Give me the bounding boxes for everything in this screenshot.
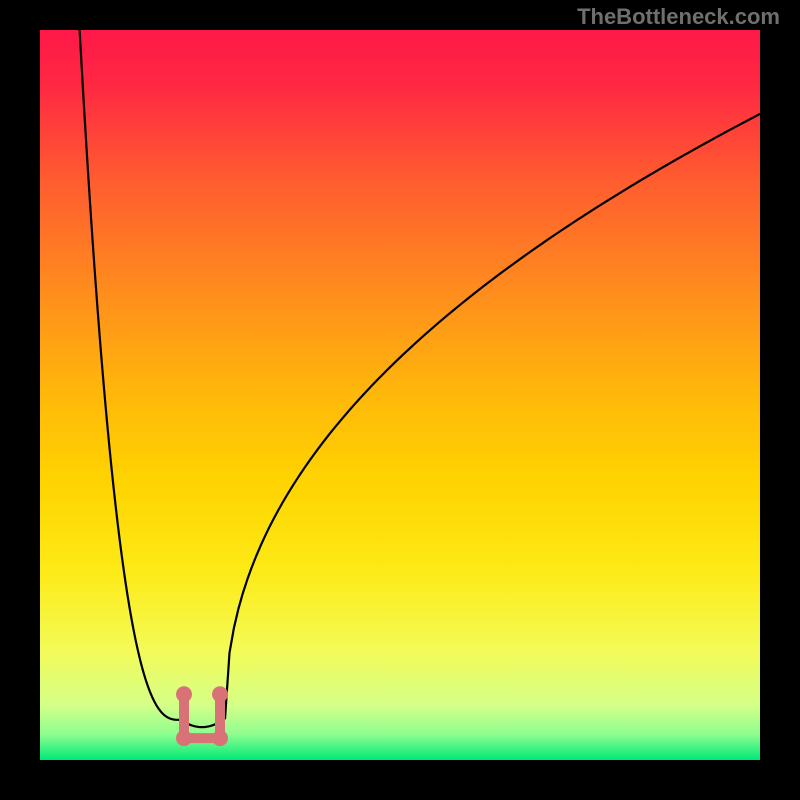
dip-dot-bottom-1: [212, 730, 228, 746]
plot-background: [40, 30, 760, 760]
watermark-text: TheBottleneck.com: [577, 4, 780, 30]
chart-container: TheBottleneck.com: [0, 0, 800, 800]
chart-svg: [0, 0, 800, 800]
dip-dot-top-0: [176, 686, 192, 702]
dip-dot-top-1: [212, 686, 228, 702]
dip-dot-bottom-0: [176, 730, 192, 746]
